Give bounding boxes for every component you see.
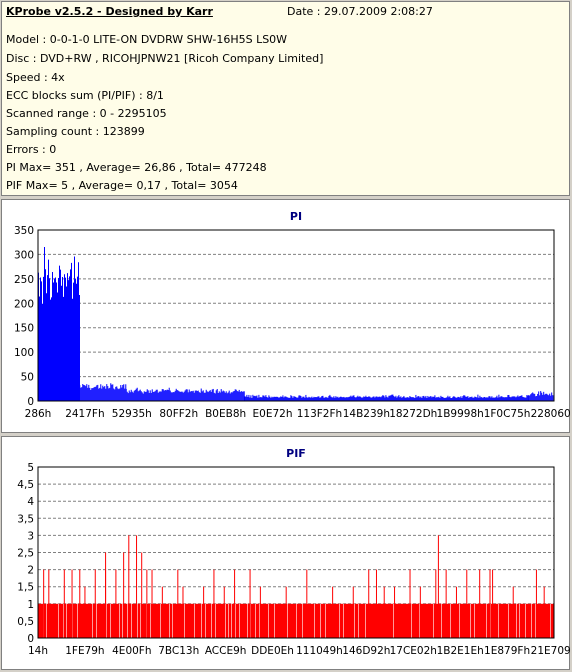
pif-chart-panel: PIF 0 0,5 1 1,5 2 2,5 3 3,5 4 4,5 5 14h 1FE79h 4E00Fh 7…	[1, 436, 571, 670]
x-tick-label: 111049h	[296, 645, 343, 657]
y-tick-label: 2	[27, 565, 34, 577]
y-tick-label: 200	[14, 298, 34, 310]
x-tick-label: 52935h	[112, 408, 152, 420]
x-tick-label: 14B239h	[343, 408, 390, 420]
x-tick-label: E0E72h	[253, 408, 293, 420]
ecc-line: ECC blocks sum (PI/PIF) : 8/1	[6, 89, 164, 102]
x-tick-label: 4E00Fh	[112, 645, 151, 657]
x-tick-label: 286h	[25, 408, 52, 420]
chart-title: PIF	[286, 447, 306, 460]
y-tick-label: 300	[14, 249, 34, 261]
x-tick-label: 7BC13h	[158, 645, 199, 657]
pi-summary-line: PI Max= 351 , Average= 26,86 , Total= 47…	[6, 161, 267, 174]
pi-chart: PI 0 50 100 150 200 250 300 350 286h 2417Fh 52935h 8…	[14, 210, 571, 420]
y-tick-label: 1	[27, 599, 34, 611]
y-tick-label: 2,5	[17, 548, 34, 560]
series-pif	[38, 535, 554, 638]
x-tick-label: 14h	[28, 645, 48, 657]
chart-title: PI	[290, 210, 302, 223]
scan-date: Date : 29.07.2009 2:08:27	[287, 5, 433, 18]
x-tick-label: 17CE02h	[390, 645, 437, 657]
x-tick-label: 21E709h	[531, 645, 571, 657]
y-tick-label: 4,5	[17, 479, 34, 491]
y-tick-label: 0,5	[17, 616, 34, 628]
y-tick-label: 250	[14, 274, 34, 286]
y-tick-label: 350	[14, 225, 34, 237]
y-tick-label: 0	[27, 633, 34, 645]
speed-line: Speed : 4x	[6, 71, 65, 84]
x-tick-label: 18272Dh	[389, 408, 437, 420]
disc-line: Disc : DVD+RW , RICOHJPNW21 [Ricoh Compa…	[6, 52, 324, 65]
series-pi	[38, 246, 555, 401]
y-tick-label: 1,5	[17, 582, 34, 594]
plot-frame	[37, 229, 555, 402]
pif-summary-line: PIF Max= 5 , Average= 0,17 , Total= 3054	[6, 179, 238, 192]
x-tick-label: 1E879Fh	[484, 645, 530, 657]
y-tick-label: 150	[14, 323, 34, 335]
x-tick-label: ACCE9h	[205, 645, 247, 657]
sampling-line: Sampling count : 123899	[6, 125, 145, 138]
info-panel: KProbe v2.5.2 - Designed by Karr Date : …	[1, 1, 570, 196]
plot-frame	[37, 466, 555, 639]
x-tick-label: 228060h	[531, 408, 571, 420]
y-tick-label: 3	[27, 530, 34, 542]
x-tick-label: 1B9998h	[437, 408, 484, 420]
pif-chart: PIF 0 0,5 1 1,5 2 2,5 3 3,5 4 4,5 5 14h 1FE79h 4E00Fh 7…	[17, 447, 571, 657]
y-tick-label: 3,5	[17, 513, 34, 525]
plot-area	[38, 230, 554, 401]
x-tick-label: 1B2E1Eh	[437, 645, 484, 657]
model-line: Model : 0-0-1-0 LITE-ON DVDRW SHW-16H5S …	[6, 33, 288, 46]
app-title: KProbe v2.5.2 - Designed by Karr	[6, 5, 213, 18]
y-tick-label: 4	[27, 496, 34, 508]
y-tick-label: 100	[14, 347, 34, 359]
y-tick-label: 50	[21, 372, 34, 384]
y-tick-label: 0	[27, 396, 34, 408]
x-tick-label: 1F0C75h	[484, 408, 531, 420]
y-tick-label: 5	[27, 462, 34, 474]
x-tick-label: 2417Fh	[65, 408, 104, 420]
x-tick-label: 1FE79h	[65, 645, 104, 657]
x-tick-label: 146D92h	[342, 645, 390, 657]
x-tick-label: 113F2Fh	[297, 408, 342, 420]
range-line: Scanned range : 0 - 2295105	[6, 107, 167, 120]
pi-chart-panel: PI 0 50 100 150 200 250 300 350 286h 2417Fh 52935h 8…	[1, 199, 571, 433]
x-tick-label: 80FF2h	[159, 408, 198, 420]
errors-line: Errors : 0	[6, 143, 57, 156]
x-tick-label: B0EB8h	[205, 408, 246, 420]
x-tick-label: DDE0Eh	[251, 645, 294, 657]
